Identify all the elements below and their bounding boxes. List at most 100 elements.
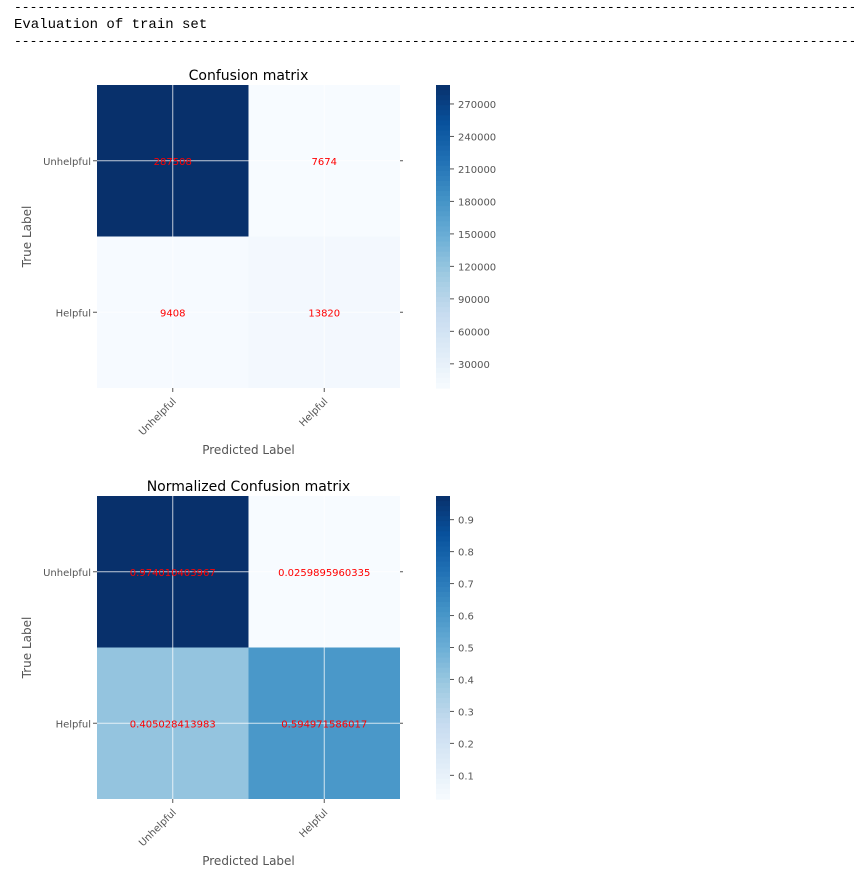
colorbar-tick-label: 270000 <box>458 100 496 111</box>
colorbar-segment <box>436 778 450 785</box>
colorbar-segment <box>436 738 450 745</box>
colorbar-segment <box>436 246 450 253</box>
colorbar-segment <box>436 110 450 116</box>
colorbar-segment <box>436 191 450 197</box>
x-tick-label: Unhelpful <box>137 807 179 849</box>
colorbar-segment <box>436 602 450 608</box>
colorbar-segment <box>436 115 450 121</box>
colorbar-segment <box>436 271 450 278</box>
colorbar-tick-label: 0.4 <box>458 675 474 686</box>
colorbar-segment <box>436 130 450 137</box>
colorbar-segment <box>436 90 450 96</box>
colorbar-tick-label: 0.1 <box>458 771 474 782</box>
colorbar-segment <box>436 571 450 578</box>
cell-value-label: 7674 <box>312 157 337 168</box>
header-rule-bottom: ----------------------------------------… <box>14 34 854 49</box>
colorbar-segment <box>436 561 450 568</box>
colorbar-segment <box>436 241 450 248</box>
colorbar-segment <box>436 753 450 760</box>
colorbar-tick-label: 0.2 <box>458 739 474 750</box>
colorbar-segment <box>436 586 450 593</box>
colorbar-segment <box>436 261 450 268</box>
colorbar-segment <box>436 667 450 674</box>
colorbar-segment <box>436 100 450 106</box>
colorbar-segment <box>436 170 450 177</box>
y-axis-label: True Label <box>20 206 34 269</box>
colorbar-segment <box>436 95 450 101</box>
colorbar-segment <box>436 337 450 344</box>
colorbar-segment <box>436 297 450 303</box>
colorbar-segment <box>436 105 450 111</box>
colorbar-segment <box>436 703 450 709</box>
colorbar-segment <box>436 733 450 739</box>
colorbar-segment <box>436 312 450 318</box>
colorbar-segment <box>436 698 450 704</box>
colorbar-segment <box>436 281 450 288</box>
colorbar-segment <box>436 352 450 359</box>
header-title: Evaluation of train set <box>14 17 208 33</box>
colorbar-segment <box>436 566 450 573</box>
cell-value-label: 287508 <box>154 157 192 168</box>
x-axis-label: Predicted Label <box>202 443 295 457</box>
colorbar-segment <box>436 637 450 644</box>
colorbar-segment <box>436 692 450 699</box>
colorbar-segment <box>436 597 450 603</box>
colorbar-segment <box>436 793 450 800</box>
colorbar-segment <box>436 632 450 638</box>
colorbar-segment <box>436 687 450 694</box>
colorbar-segment <box>436 788 450 795</box>
colorbar-tick-label: 0.9 <box>458 516 474 527</box>
colorbar-tick-label: 60000 <box>458 327 490 338</box>
colorbar-segment <box>436 521 450 527</box>
colorbar-segment <box>436 382 450 389</box>
header-rule-top: ----------------------------------------… <box>14 0 854 15</box>
colorbar-segment <box>436 256 450 263</box>
colorbar-tick-label: 0.7 <box>458 580 474 591</box>
colorbar-segment <box>436 551 450 558</box>
colorbar-segment <box>436 677 450 684</box>
colorbar-tick-label: 0.3 <box>458 707 474 718</box>
colorbar-segment <box>436 501 450 507</box>
colorbar-segment <box>436 292 450 298</box>
colorbar-segment <box>436 556 450 563</box>
colorbar-segment <box>436 496 450 502</box>
y-tick-label: Unhelpful <box>43 157 91 168</box>
colorbar-tick-label: 90000 <box>458 295 490 306</box>
x-tick-label: Unhelpful <box>137 396 179 438</box>
colorbar-segment <box>436 302 450 308</box>
y-tick-label: Helpful <box>56 719 91 730</box>
colorbar-segment <box>436 652 450 659</box>
colorbar-segment <box>436 165 450 172</box>
colorbar-segment <box>436 783 450 790</box>
colorbar-segment <box>436 748 450 755</box>
colorbar-segment <box>436 662 450 669</box>
colorbar-tick-label: 0.5 <box>458 644 474 655</box>
colorbar-segment <box>436 743 450 750</box>
y-tick-label: Helpful <box>56 308 91 319</box>
colorbar-segment <box>436 581 450 588</box>
colorbar-segment <box>436 216 450 222</box>
colorbar-segment <box>436 322 450 328</box>
colorbar-segment <box>436 276 450 283</box>
colorbar-segment <box>436 526 450 532</box>
colorbar-segment <box>436 120 450 126</box>
colorbar-segment <box>436 773 450 780</box>
colorbar-segment <box>436 576 450 583</box>
colorbar-segment <box>436 541 450 548</box>
colorbar-segment <box>436 357 450 364</box>
colorbar-segment <box>436 516 450 522</box>
colorbar-tick-label: 0.6 <box>458 612 474 623</box>
colorbar-segment <box>436 201 450 207</box>
colorbar-segment <box>436 672 450 679</box>
cell-value-label: 0.974010403967 <box>130 568 216 579</box>
colorbar-segment <box>436 332 450 339</box>
x-tick-label: Helpful <box>298 807 331 840</box>
y-axis-label: True Label <box>20 617 34 680</box>
colorbar-tick-label: 120000 <box>458 262 496 273</box>
colorbar-segment <box>436 317 450 323</box>
colorbar-segment <box>436 367 450 374</box>
chart-title: Normalized Confusion matrix <box>147 479 351 495</box>
colorbar-segment <box>436 647 450 654</box>
colorbar-segment <box>436 377 450 384</box>
